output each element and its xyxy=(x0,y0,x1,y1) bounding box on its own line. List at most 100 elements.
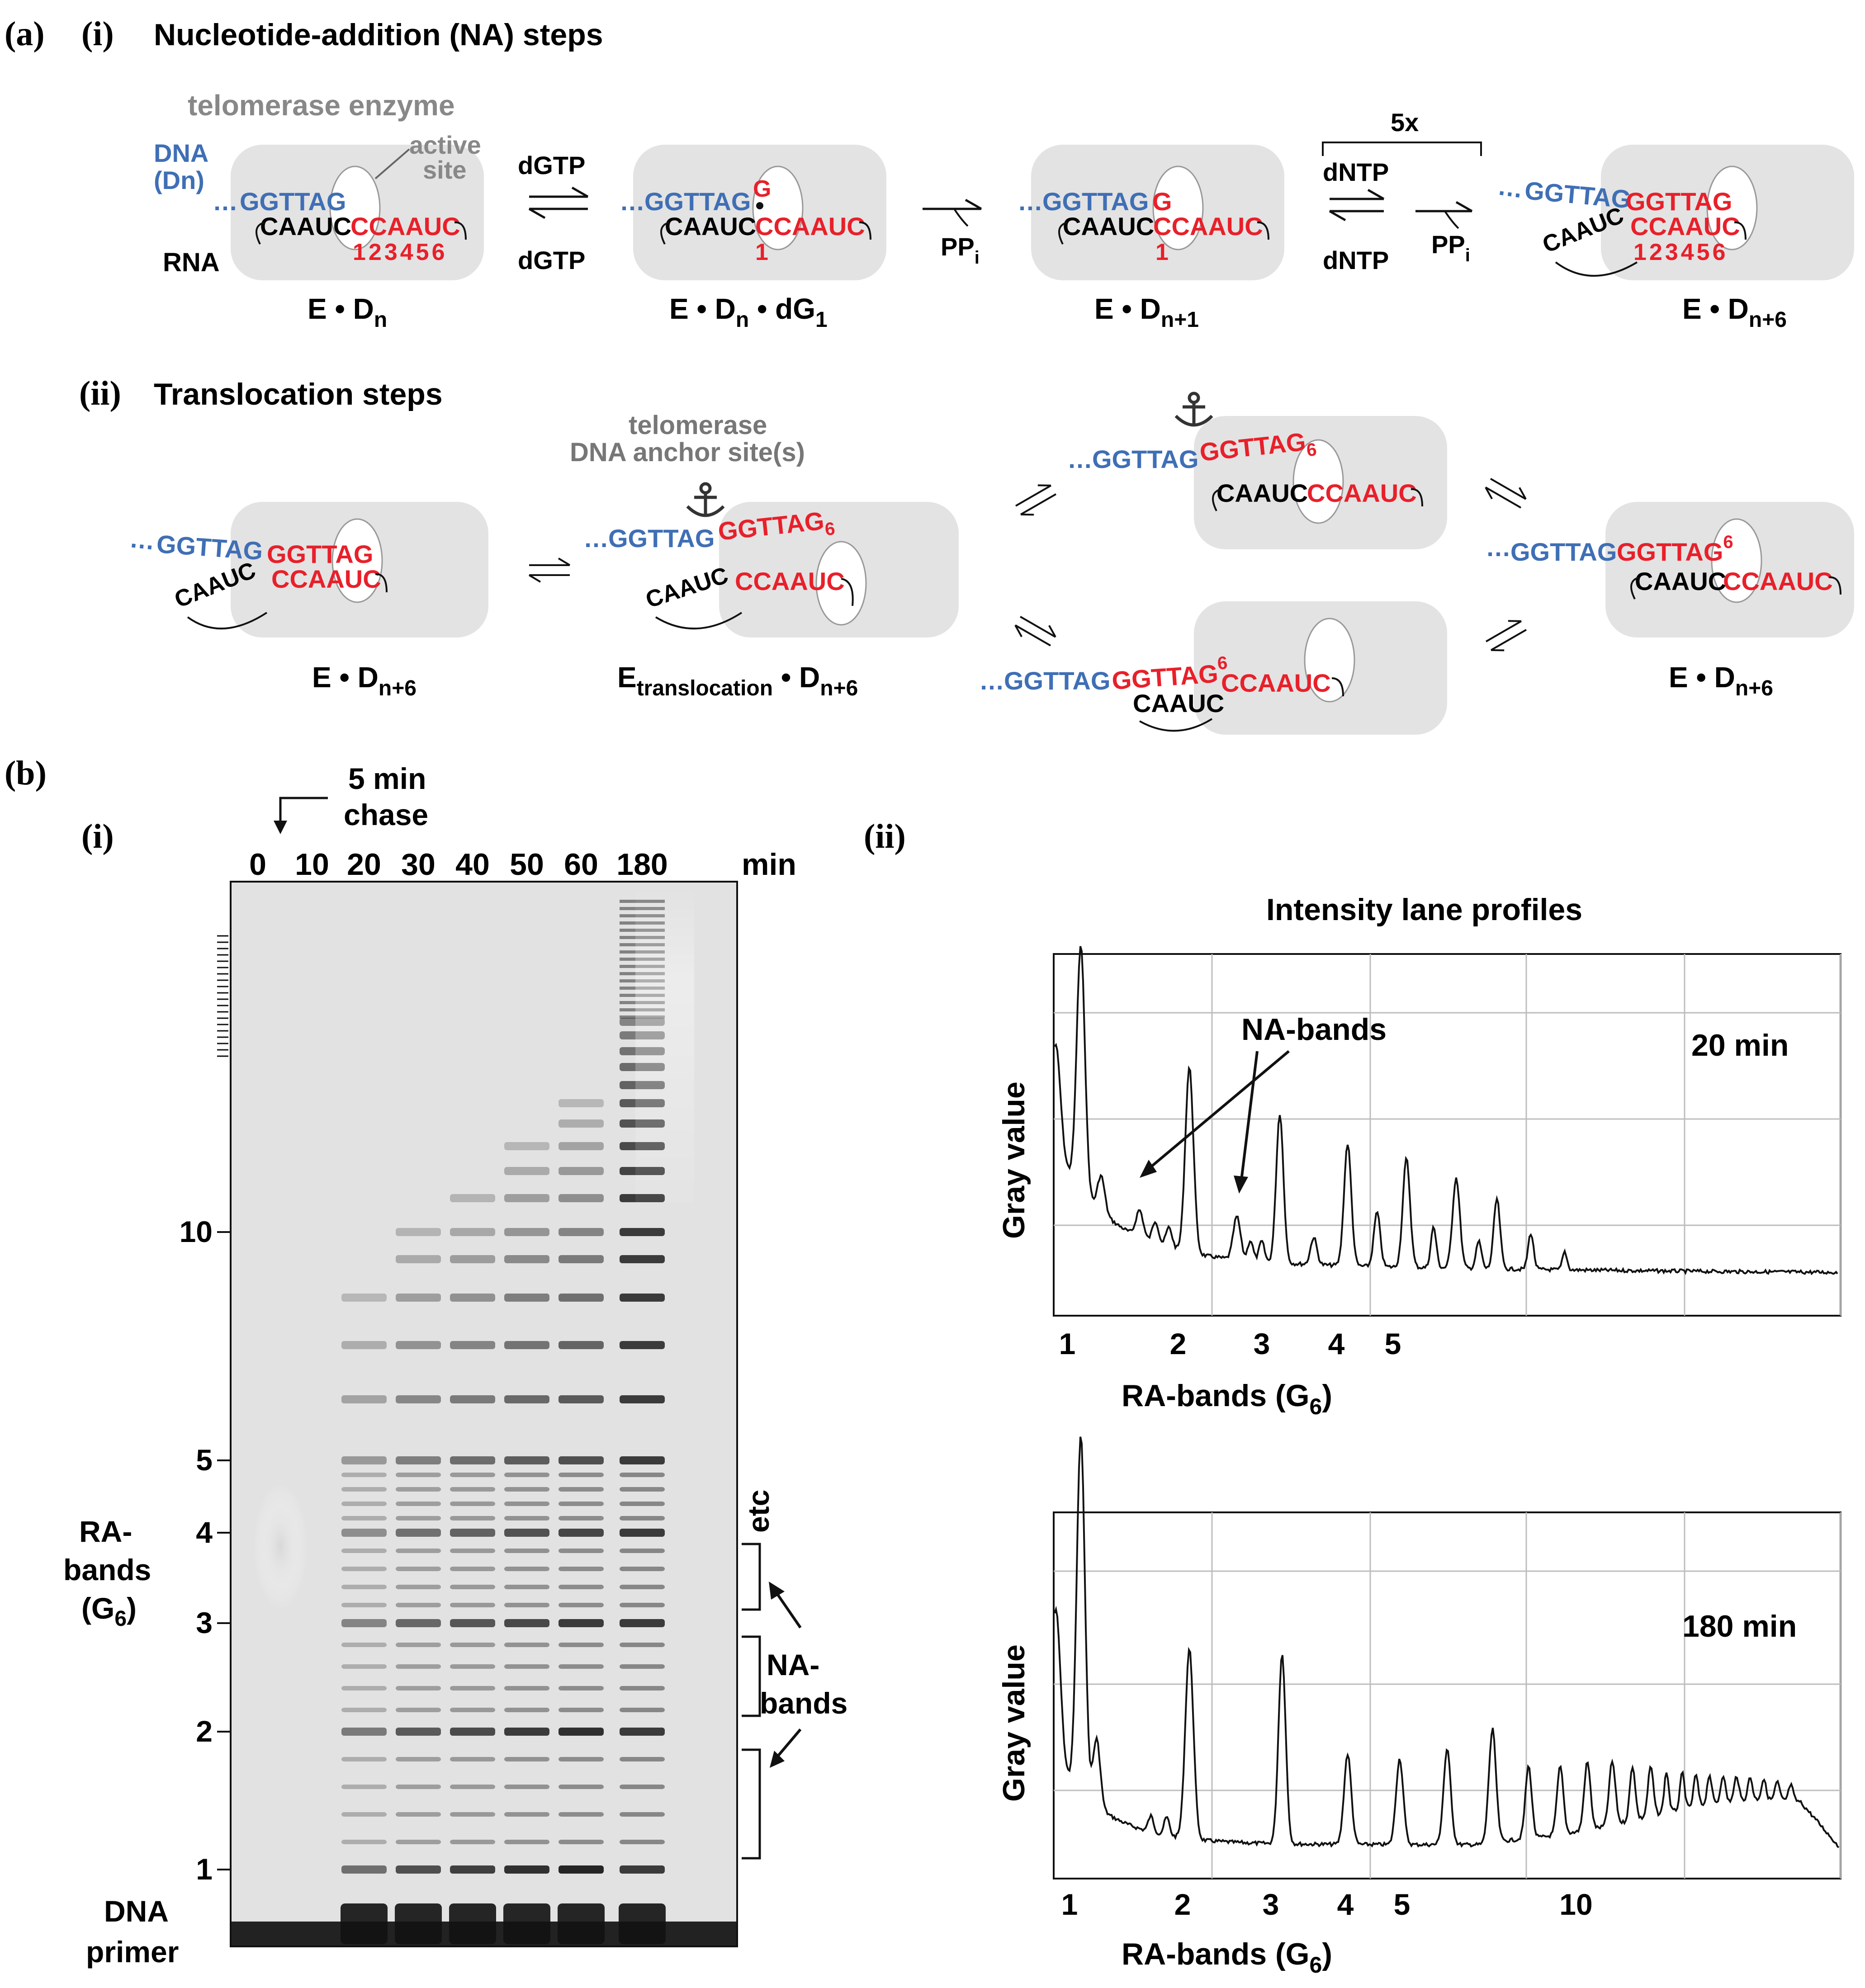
rna-right-hook xyxy=(454,221,467,240)
gel-band xyxy=(620,1255,665,1263)
svg-text:GGTTAG: GGTTAG xyxy=(267,540,373,568)
gel-band xyxy=(559,1812,604,1817)
gel-band xyxy=(504,1686,549,1691)
gel-band xyxy=(396,1487,441,1492)
marker-10: 10 xyxy=(180,1215,213,1248)
anchor-label-1: telomerase xyxy=(629,411,767,440)
gel-band xyxy=(620,1473,665,1477)
svg-text:CCAAUC: CCAAUC xyxy=(735,567,845,595)
gel-band xyxy=(341,1585,387,1589)
state-e-dn-dg1: … GGTTAG G CAAUC CCAAUC 1 E • Dn • dG1 xyxy=(620,145,886,332)
active-site-pointer xyxy=(374,148,410,179)
rna-pos-1: 1 xyxy=(1155,239,1169,265)
panel-a-label: (a) xyxy=(5,15,45,53)
gel-band xyxy=(504,1708,549,1712)
gel-band xyxy=(504,1757,549,1761)
gel-band xyxy=(620,1585,665,1589)
gel-band xyxy=(341,1473,387,1477)
gel-band xyxy=(341,1294,387,1302)
gel-band xyxy=(450,1686,495,1691)
na-steps-title: Nucleotide-addition (NA) steps xyxy=(154,18,603,52)
state-a-label: E • Dn+6 xyxy=(312,661,417,700)
gel-band xyxy=(504,1167,549,1175)
gel-band xyxy=(620,1294,665,1302)
bottom-ylabel: Gray value xyxy=(997,1644,1031,1802)
lane-label-10: 10 xyxy=(295,847,329,882)
dgtp-bottom: dGTP xyxy=(518,246,585,274)
panel-a-header: (a) (i) Nucleotide-addition (NA) steps xyxy=(5,15,603,53)
gel-markers: 10 5 4 3 2 1 xyxy=(180,1215,231,1886)
gel-band xyxy=(450,1643,495,1647)
gel-band xyxy=(341,1664,387,1669)
top-time: 20 min xyxy=(1691,1028,1789,1062)
state-e-dn-plus-1: … GGTTAG G CAAUC CCAAUC 1 E • Dn+1 xyxy=(1018,145,1284,332)
gel-band xyxy=(559,1619,604,1627)
gel-band xyxy=(620,1686,665,1691)
gel-band xyxy=(559,1757,604,1761)
gel-band xyxy=(620,1529,665,1537)
lane-label-180: 180 xyxy=(616,847,667,882)
gel-band xyxy=(504,1619,549,1627)
gel-band xyxy=(450,1549,495,1553)
gel-band xyxy=(559,1549,604,1553)
transloc-state-upper: … GGTTAG GGTTAG6 CAAUC CCAAUC xyxy=(1067,392,1447,549)
ppi-label: PPi xyxy=(941,232,980,268)
state-e-dn: telomerase enzyme active site DNA (Dn) …… xyxy=(154,89,484,332)
gel-band xyxy=(450,1529,495,1537)
gel-band xyxy=(396,1643,441,1647)
hexamer-red: GGTTAG xyxy=(1626,187,1732,216)
active-site-oval xyxy=(329,165,381,250)
state4-label: E • Dn+6 xyxy=(1682,293,1787,332)
gel-band xyxy=(504,1603,549,1607)
svg-text:GGTTAG6: GGTTAG6 xyxy=(1617,532,1733,566)
gel-band xyxy=(504,1456,549,1464)
gel-band xyxy=(450,1456,495,1464)
svg-text:GGTTAG: GGTTAG xyxy=(1092,445,1198,473)
top-ylabel: Gray value xyxy=(997,1081,1031,1239)
gel-band xyxy=(396,1228,441,1236)
gel-band xyxy=(396,1456,441,1464)
gel-band xyxy=(504,1643,549,1647)
gel-band xyxy=(620,1812,665,1817)
gel-band xyxy=(450,1865,495,1874)
marker-2: 2 xyxy=(196,1714,213,1748)
bottom-tick-10: 10 xyxy=(1559,1888,1592,1921)
gel-band xyxy=(620,1619,665,1627)
svg-text:GGTTAG: GGTTAG xyxy=(1004,666,1110,695)
state-b-label: Etranslocation • Dn+6 xyxy=(617,661,858,700)
gel-band xyxy=(504,1228,549,1236)
gel-band xyxy=(450,1228,495,1236)
gel-band xyxy=(396,1686,441,1691)
gel-band xyxy=(504,1664,549,1669)
gel-band xyxy=(559,1119,604,1128)
active-site-label-2: site xyxy=(423,156,467,184)
rna-black: CAAUC xyxy=(260,212,351,241)
gel-band xyxy=(620,1567,665,1571)
gel-band xyxy=(504,1142,549,1150)
gel-band xyxy=(559,1228,604,1236)
gel-band xyxy=(396,1255,441,1263)
gel-band xyxy=(504,1728,549,1736)
lane0-blob xyxy=(253,1483,308,1610)
gel-band xyxy=(559,1728,604,1736)
dna-dots: … xyxy=(213,187,238,216)
gel-band xyxy=(504,1487,549,1492)
lane-label-60: 60 xyxy=(564,847,598,882)
gel-band xyxy=(341,1865,387,1874)
svg-text:…: … xyxy=(583,524,609,552)
gel-band xyxy=(450,1341,495,1349)
ra-bands-label-2: bands xyxy=(63,1553,151,1587)
gel-band xyxy=(620,1785,665,1789)
dna-primer-label-2: primer xyxy=(86,1935,179,1969)
gel-band xyxy=(559,1167,604,1175)
etc-label: etc xyxy=(742,1490,775,1533)
rna-red: CCAAUC xyxy=(1630,212,1740,241)
state-e-dn-plus-6: … GGTTAG GGTTAG CAAUC CCAAUC 123456 E • … xyxy=(1496,145,1854,332)
transloc-state-c: … GGTTAG GGTTAG6 CAAUC CCAAUC E • Dn+6 xyxy=(1486,502,1854,700)
dna-dots: … xyxy=(1018,187,1043,216)
svg-text:…: … xyxy=(979,666,1004,695)
svg-text:CCAAUC: CCAAUC xyxy=(1307,479,1417,507)
gel-band xyxy=(504,1516,549,1521)
gel-band xyxy=(396,1567,441,1571)
lane-labels: 0 10 20 30 40 50 60 180 xyxy=(249,847,668,882)
